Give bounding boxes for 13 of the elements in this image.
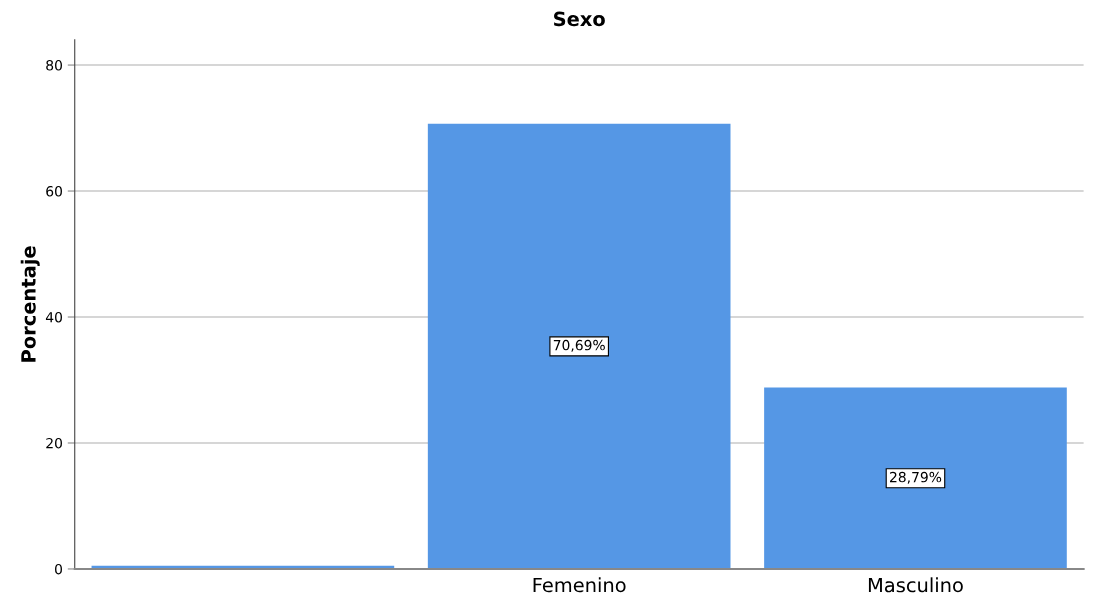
bar — [764, 387, 1067, 569]
data-label: 70,69% — [553, 339, 605, 352]
data-label: 28,79% — [890, 471, 942, 484]
chart-title: Sexo — [554, 11, 605, 27]
x-tick-label: Masculino — [868, 577, 963, 593]
y-tick-label: 20 — [46, 437, 62, 449]
y-tick-label: 0 — [55, 563, 62, 575]
y-tick-label: 80 — [46, 60, 62, 71]
x-tick-label: Femenino — [533, 577, 626, 593]
y-tick-label: 60 — [46, 186, 62, 197]
bar — [427, 123, 731, 569]
y-axis-title: Porcentaje — [20, 246, 40, 362]
y-tick-label: 40 — [45, 311, 62, 323]
